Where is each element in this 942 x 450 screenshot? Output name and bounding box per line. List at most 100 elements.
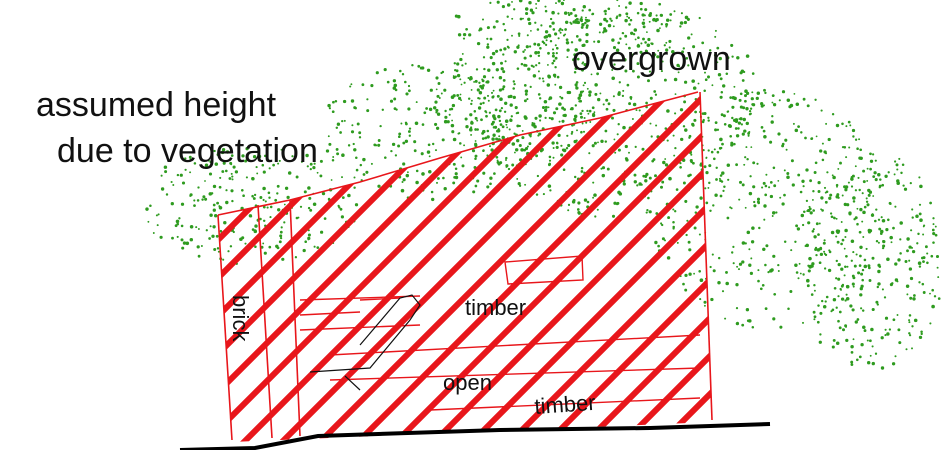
vegetation-dot xyxy=(511,142,516,146)
vegetation-dot xyxy=(491,95,495,99)
vegetation-dot xyxy=(294,256,298,259)
vegetation-dot xyxy=(155,214,158,217)
vegetation-dot xyxy=(676,241,679,244)
vegetation-dot xyxy=(482,171,486,175)
vegetation-dot xyxy=(228,177,232,180)
vegetation-dot xyxy=(836,230,840,235)
vegetation-dot xyxy=(452,75,455,77)
vegetation-dot xyxy=(432,106,437,110)
vegetation-dot xyxy=(886,257,890,262)
vegetation-dot xyxy=(498,88,502,92)
vegetation-dot xyxy=(551,62,554,65)
vegetation-dot xyxy=(389,99,394,103)
vegetation-dot xyxy=(611,116,614,120)
vegetation-dot xyxy=(493,172,496,175)
hatch-line xyxy=(910,40,942,450)
vegetation-dot xyxy=(616,201,620,205)
vegetation-dot xyxy=(673,10,676,13)
vegetation-dot xyxy=(920,332,923,336)
vegetation-dot xyxy=(515,112,518,115)
vegetation-dot xyxy=(682,181,686,185)
vegetation-dot xyxy=(462,37,466,40)
vegetation-dot xyxy=(474,140,477,142)
vegetation-dot xyxy=(335,147,339,151)
vegetation-dot xyxy=(882,239,886,244)
vegetation-dot xyxy=(377,139,381,142)
vegetation-dot xyxy=(613,201,617,205)
vegetation-dot xyxy=(799,190,803,194)
vegetation-dot xyxy=(764,263,767,267)
vegetation-dot xyxy=(891,362,896,366)
vegetation-dot xyxy=(664,163,669,167)
vegetation-dot xyxy=(284,186,289,190)
vegetation-dot xyxy=(647,37,651,42)
vegetation-dot xyxy=(530,30,532,32)
vegetation-dot xyxy=(598,22,603,26)
vegetation-dot xyxy=(267,191,271,195)
vegetation-dot xyxy=(544,5,547,8)
vegetation-dot xyxy=(845,125,848,128)
vegetation-dot xyxy=(204,197,208,201)
vegetation-dot xyxy=(867,230,872,234)
vegetation-dot xyxy=(915,214,919,219)
vegetation-dot xyxy=(566,134,569,137)
label-timber-lower: timber xyxy=(534,390,597,419)
vegetation-dot xyxy=(746,157,749,161)
vegetation-dot xyxy=(764,91,767,95)
vegetation-dot xyxy=(791,183,795,187)
vegetation-dot xyxy=(656,28,660,33)
vegetation-dot xyxy=(832,297,837,302)
vegetation-dot xyxy=(491,137,495,141)
vegetation-dot xyxy=(859,148,863,152)
vegetation-dot xyxy=(591,113,596,118)
vegetation-dot xyxy=(242,194,245,198)
vegetation-dot xyxy=(659,13,663,17)
vegetation-dot xyxy=(532,74,537,78)
vegetation-dot xyxy=(827,137,831,142)
vegetation-dot xyxy=(486,185,490,189)
vegetation-dot xyxy=(542,80,545,83)
vegetation-dot xyxy=(560,153,564,157)
vegetation-dot xyxy=(751,103,756,107)
vegetation-dot xyxy=(705,170,709,175)
vegetation-dot xyxy=(505,123,508,126)
vegetation-dot xyxy=(607,23,612,28)
vegetation-dot xyxy=(451,130,455,134)
vegetation-dot xyxy=(741,183,745,187)
vegetation-dot xyxy=(798,262,801,265)
vegetation-dot xyxy=(552,51,555,55)
vegetation-dot xyxy=(547,33,551,38)
vegetation-dot xyxy=(770,120,774,124)
vegetation-dot xyxy=(854,138,858,141)
vegetation-dot xyxy=(784,138,788,142)
vegetation-dot xyxy=(844,299,847,302)
vegetation-dot xyxy=(404,139,409,143)
vegetation-dot xyxy=(616,15,619,18)
vegetation-dot xyxy=(691,123,695,127)
vegetation-dot xyxy=(588,90,592,94)
vegetation-dot xyxy=(722,84,726,88)
vegetation-dot xyxy=(897,328,901,332)
vegetation-dot xyxy=(934,233,938,237)
vegetation-dot xyxy=(474,79,478,83)
vegetation-dot xyxy=(212,208,216,212)
vegetation-dot xyxy=(523,99,527,103)
vegetation-dot xyxy=(701,41,705,45)
vegetation-dot xyxy=(353,186,356,189)
vegetation-dot xyxy=(908,259,911,262)
vegetation-dot xyxy=(633,173,637,177)
vegetation-dot xyxy=(913,318,918,323)
vegetation-dot xyxy=(763,88,766,92)
vegetation-dot xyxy=(600,58,603,61)
vegetation-dot xyxy=(308,196,312,200)
vegetation-dot xyxy=(569,21,572,24)
vegetation-dot xyxy=(421,172,425,176)
vegetation-dot xyxy=(729,134,733,138)
vegetation-dot xyxy=(583,116,586,120)
vegetation-dot xyxy=(663,44,666,47)
vegetation-dot xyxy=(492,89,495,92)
vegetation-dot xyxy=(679,25,682,28)
vegetation-dot xyxy=(251,228,255,231)
vegetation-dot xyxy=(866,203,870,207)
vegetation-dot xyxy=(644,179,648,183)
